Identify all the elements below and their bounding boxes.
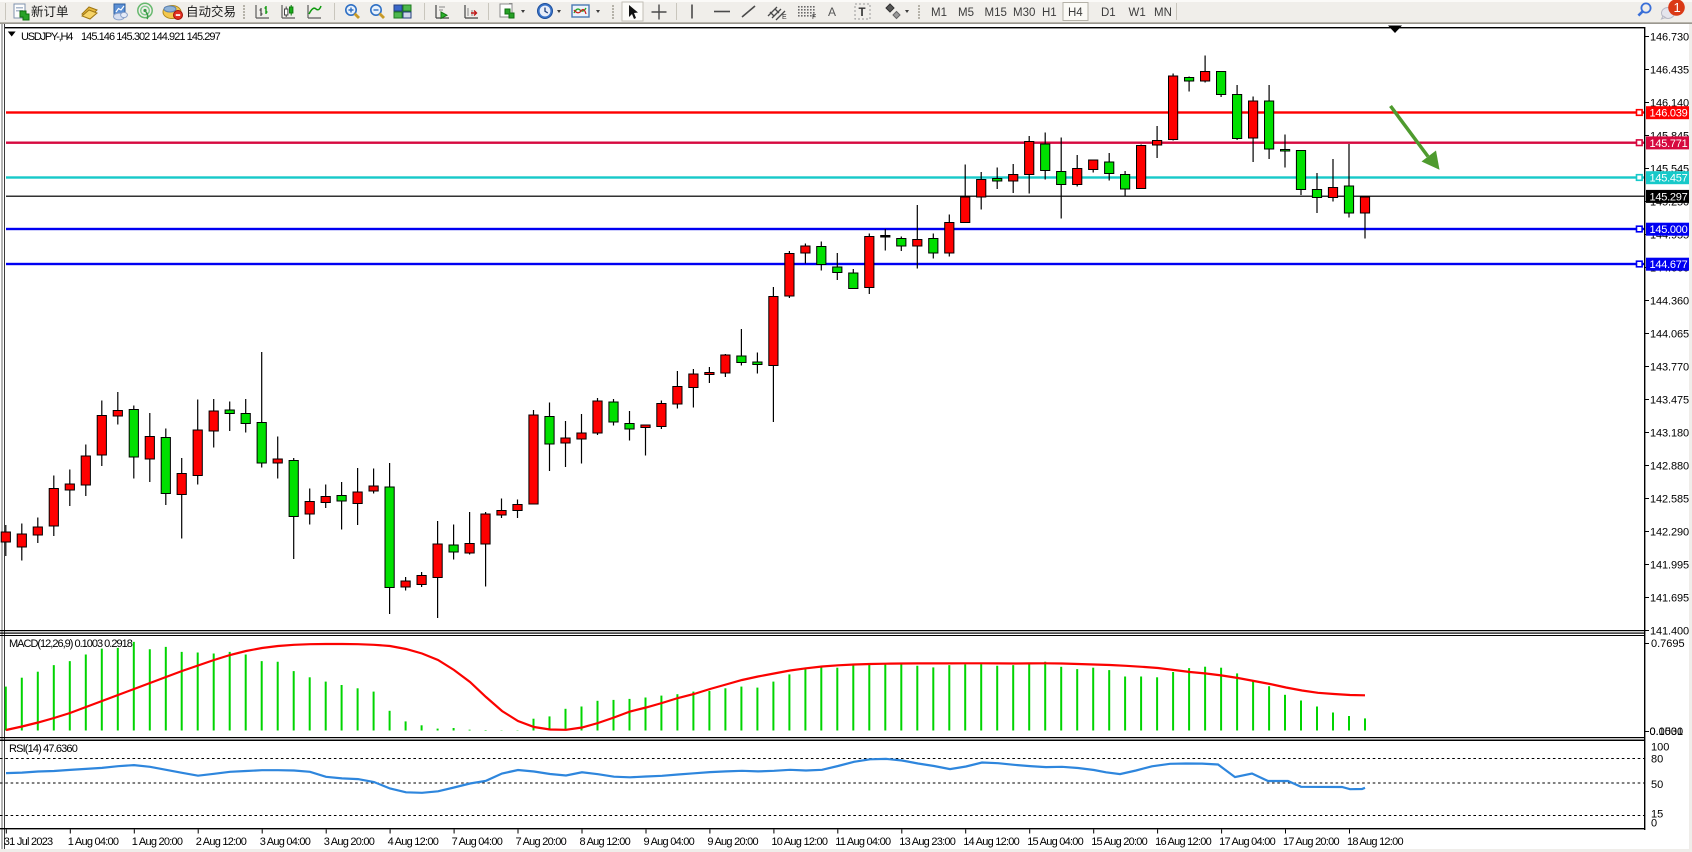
svg-text:141.995: 141.995 bbox=[1650, 560, 1689, 572]
svg-text:17 Aug 20:00: 17 Aug 20:00 bbox=[1283, 836, 1339, 848]
svg-text:H1: H1 bbox=[1042, 7, 1057, 19]
svg-text:4 Aug 12:00: 4 Aug 12:00 bbox=[388, 836, 439, 848]
svg-text:D1: D1 bbox=[1101, 7, 1116, 19]
svg-text:2 Aug 12:00: 2 Aug 12:00 bbox=[196, 836, 247, 848]
svg-text:自动交易: 自动交易 bbox=[186, 4, 236, 19]
svg-text:145.297: 145.297 bbox=[1650, 191, 1688, 203]
svg-text:145.457: 145.457 bbox=[1650, 173, 1688, 185]
svg-text:80: 80 bbox=[1651, 754, 1663, 766]
svg-text:T: T bbox=[859, 7, 866, 19]
svg-text:145.146 145.302 144.921 145.29: 145.146 145.302 144.921 145.297 bbox=[81, 31, 221, 43]
svg-text:M5: M5 bbox=[958, 7, 974, 19]
svg-text:142.880: 142.880 bbox=[1650, 461, 1689, 473]
svg-text:MACD(12,26,9) 0.1003 0.2918: MACD(12,26,9) 0.1003 0.2918 bbox=[9, 638, 133, 650]
svg-text:14 Aug 12:00: 14 Aug 12:00 bbox=[963, 836, 1019, 848]
svg-text:31 Jul 2023: 31 Jul 2023 bbox=[4, 836, 53, 848]
svg-text:11 Aug 04:00: 11 Aug 04:00 bbox=[835, 836, 891, 848]
svg-text:0.7695: 0.7695 bbox=[1651, 638, 1685, 650]
svg-text:15 Aug 20:00: 15 Aug 20:00 bbox=[1091, 836, 1147, 848]
svg-text:MN: MN bbox=[1154, 7, 1172, 19]
svg-text:100: 100 bbox=[1651, 742, 1669, 754]
svg-text:15: 15 bbox=[1651, 809, 1663, 821]
svg-text:50: 50 bbox=[1651, 779, 1663, 791]
svg-text:18 Aug 12:00: 18 Aug 12:00 bbox=[1347, 836, 1403, 848]
svg-text:USDJPY-,H4: USDJPY-,H4 bbox=[21, 31, 73, 43]
svg-text:144.360: 144.360 bbox=[1650, 296, 1689, 308]
svg-text:144.677: 144.677 bbox=[1650, 259, 1688, 271]
svg-text:10 Aug 12:00: 10 Aug 12:00 bbox=[771, 836, 827, 848]
svg-text:146.730: 146.730 bbox=[1650, 32, 1689, 44]
svg-text:13 Aug 23:00: 13 Aug 23:00 bbox=[899, 836, 955, 848]
svg-text:17 Aug 04:00: 17 Aug 04:00 bbox=[1219, 836, 1275, 848]
svg-text:RSI(14) 47.6360: RSI(14) 47.6360 bbox=[9, 743, 78, 755]
svg-text:1 Aug 04:00: 1 Aug 04:00 bbox=[68, 836, 119, 848]
svg-text:141.695: 141.695 bbox=[1650, 593, 1689, 605]
svg-text:0.0000: 0.0000 bbox=[1650, 726, 1684, 738]
svg-text:H4: H4 bbox=[1068, 7, 1083, 19]
svg-text:8 Aug 12:00: 8 Aug 12:00 bbox=[580, 836, 631, 848]
svg-text:3 Aug 20:00: 3 Aug 20:00 bbox=[324, 836, 375, 848]
svg-text:143.770: 143.770 bbox=[1650, 362, 1689, 374]
svg-text:W1: W1 bbox=[1129, 7, 1146, 19]
svg-text:141.400: 141.400 bbox=[1650, 626, 1689, 638]
svg-text:F: F bbox=[812, 14, 816, 21]
svg-text:15 Aug 04:00: 15 Aug 04:00 bbox=[1027, 836, 1083, 848]
svg-text:145.771: 145.771 bbox=[1650, 138, 1688, 150]
svg-text:M1: M1 bbox=[931, 7, 947, 19]
svg-text:9 Aug 20:00: 9 Aug 20:00 bbox=[707, 836, 758, 848]
svg-text:145.000: 145.000 bbox=[1650, 224, 1688, 236]
svg-text:M15: M15 bbox=[985, 7, 1007, 19]
svg-text:3 Aug 04:00: 3 Aug 04:00 bbox=[260, 836, 311, 848]
svg-text:7 Aug 20:00: 7 Aug 20:00 bbox=[516, 836, 567, 848]
svg-text:146.039: 146.039 bbox=[1650, 108, 1688, 120]
svg-text:1: 1 bbox=[1674, 0, 1681, 15]
svg-text:142.290: 142.290 bbox=[1650, 527, 1689, 539]
svg-text:142.585: 142.585 bbox=[1650, 494, 1689, 506]
svg-text:143.180: 143.180 bbox=[1650, 428, 1689, 440]
svg-text:7 Aug 04:00: 7 Aug 04:00 bbox=[452, 836, 503, 848]
svg-text:146.435: 146.435 bbox=[1650, 65, 1689, 77]
svg-text:A: A bbox=[828, 5, 836, 19]
svg-text:E: E bbox=[782, 14, 787, 21]
svg-text:1 Aug 20:00: 1 Aug 20:00 bbox=[132, 836, 183, 848]
svg-text:144.065: 144.065 bbox=[1650, 329, 1689, 341]
svg-text:9 Aug 04:00: 9 Aug 04:00 bbox=[644, 836, 695, 848]
svg-text:M30: M30 bbox=[1013, 7, 1035, 19]
svg-text:0.1531: 0.1531 bbox=[1650, 726, 1684, 738]
svg-text:16 Aug 12:00: 16 Aug 12:00 bbox=[1155, 836, 1211, 848]
svg-text:0: 0 bbox=[1651, 818, 1657, 830]
svg-text:143.475: 143.475 bbox=[1650, 395, 1689, 407]
svg-text:新订单: 新订单 bbox=[31, 4, 69, 19]
